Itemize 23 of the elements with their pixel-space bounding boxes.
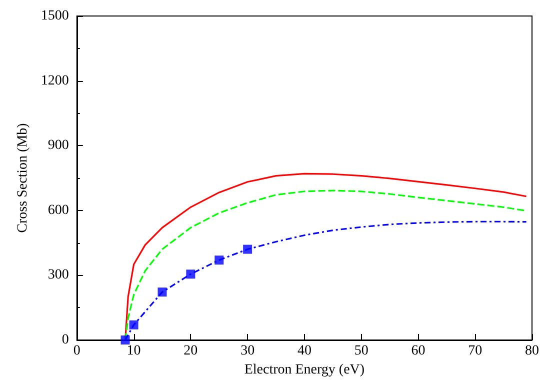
y-tick-label: 1200 xyxy=(40,73,69,88)
point xyxy=(214,256,224,265)
x-tick-label: 30 xyxy=(240,344,255,358)
point xyxy=(129,320,138,330)
x-tick-label: 50 xyxy=(354,344,368,358)
y-tick-label: 1500 xyxy=(40,8,69,24)
y-tick-label: 600 xyxy=(48,202,69,218)
point xyxy=(158,288,167,297)
y-tick-label: 0 xyxy=(62,332,69,348)
x-tick-label: 40 xyxy=(297,344,312,358)
x-axis-title: Electron Energy (eV) xyxy=(244,362,365,378)
y-tick-label: 300 xyxy=(48,268,69,283)
point xyxy=(186,270,196,279)
x-tick-label: 20 xyxy=(184,344,198,358)
x-tick-label: 0 xyxy=(73,344,80,358)
x-tick-label: 60 xyxy=(411,344,426,358)
x-tick-label: 80 xyxy=(525,344,539,358)
y-axis-title: Cross Section (Mb) xyxy=(16,122,30,233)
x-tick-label: 10 xyxy=(126,344,141,358)
x-tick-label: 70 xyxy=(468,344,482,358)
point xyxy=(120,336,130,344)
y-tick-label: 900 xyxy=(48,138,69,154)
point xyxy=(243,244,252,254)
